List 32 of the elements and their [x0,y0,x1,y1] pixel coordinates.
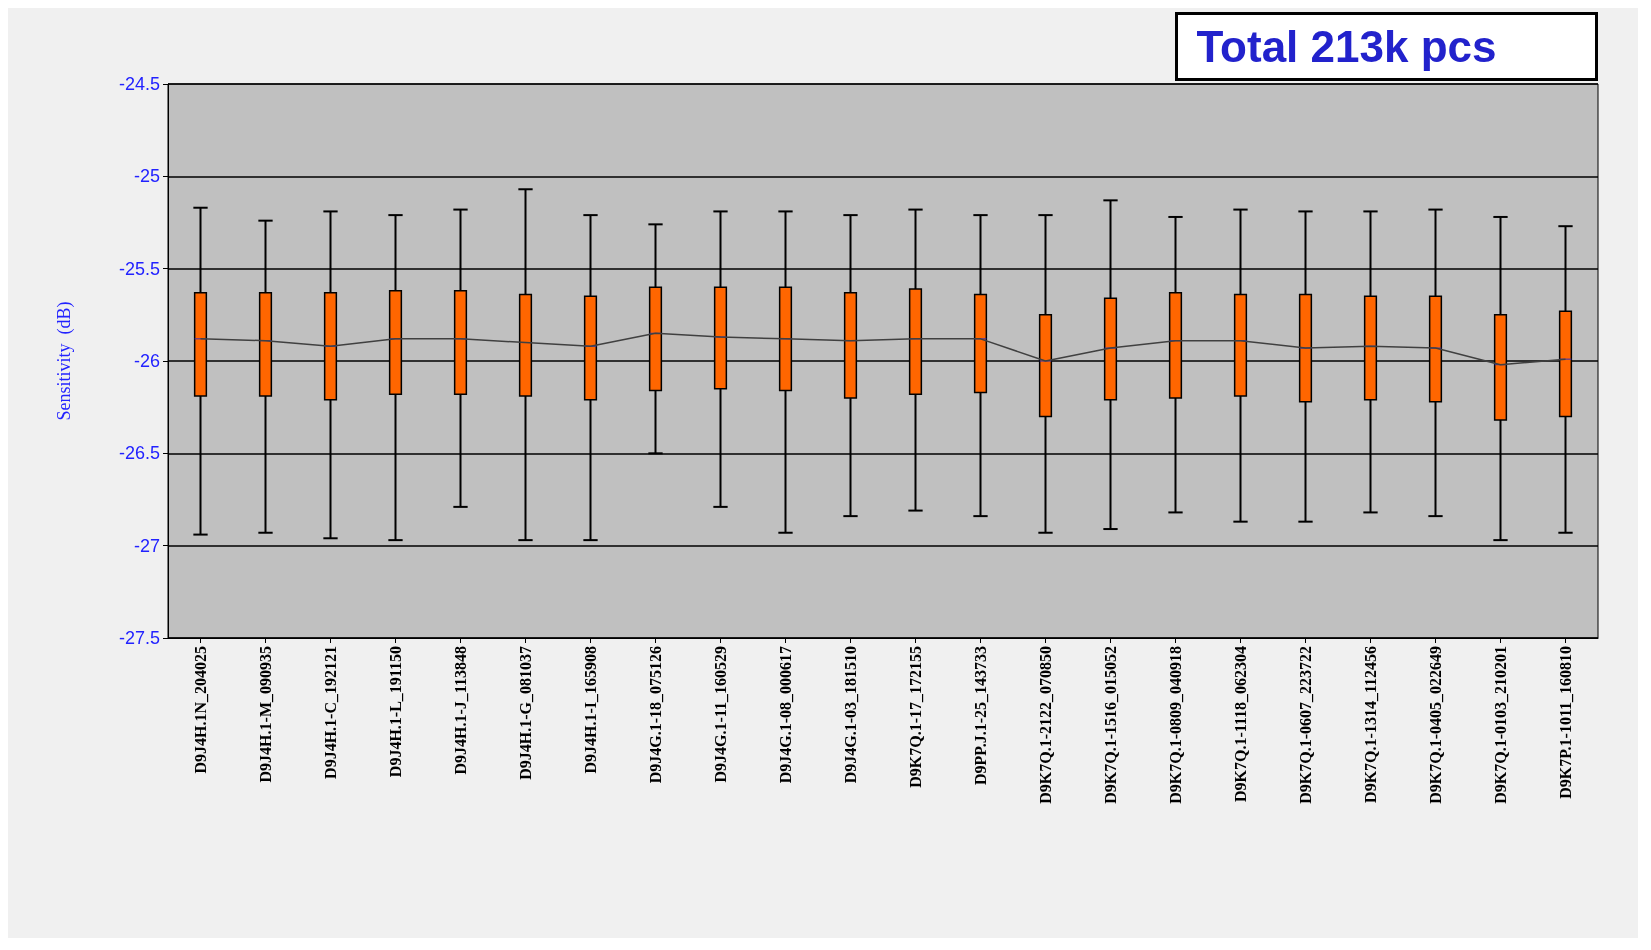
x-tick-label: D9K7Q.1-1516_015052 [1102,646,1119,804]
x-tick-label: D9J4H.1N_204025 [192,646,209,774]
x-tick-label: D9K7Q.1-17_172155 [907,646,924,788]
x-tick-label: D9J4H.1-M_090935 [257,646,274,783]
y-tick-label: -26.5 [118,443,160,464]
x-tick-label: D9J4G.1-03_181510 [842,646,859,784]
line-series [199,332,1567,366]
y-tick-label: -25 [133,166,160,187]
y-tick-label: -27.5 [118,628,160,648]
x-tick-label: D9PP.J.1-25_143733 [972,646,989,785]
y-tick-label: -25.5 [118,258,160,279]
x-tick-label: D9K7Q.1-0809_040918 [1167,646,1184,804]
x-tick-label: D9K7Q.1-1118_062304 [1232,646,1249,803]
y-tick-label: -27 [133,535,160,556]
x-tick-label: D9K7Q.1-0607_223722 [1297,646,1314,804]
x-tick-label: D9K7Q.1-2122_070850 [1037,646,1054,804]
y-tick-label: -26 [133,351,160,371]
x-tick-label: D9J4H.1-G_081037 [517,646,534,780]
x-tick-label: D9J4G.1-11_160529 [712,646,729,783]
x-tick-label: D9J4H.1-L_191150 [387,646,404,778]
x-tick-label: D9J4H.1-C_192121 [322,646,339,779]
x-tick-label: D9J4H.1-I_165908 [582,646,599,774]
x-tick-label: D9J4G.1-08_000617 [777,646,794,784]
text: Total 213k pcs [1196,22,1497,71]
x-tick-label: D9J4H.1-J_113848 [452,646,469,775]
x-tick-label: D9K7Q.1-1314_112456 [1362,646,1379,803]
x-tick-label: D9K7Q.1-0405_022649 [1427,646,1444,804]
x-tick-label: D9K7Q.1-0103_210201 [1492,646,1509,804]
x-tick-label: D9J4G.1-18_075126 [647,646,664,784]
y-tick-label: -24.5 [118,74,160,94]
y-axis-title: Sensitivity (dB) [54,301,75,421]
x-tick-label: D9K7P.1-1011_160810 [1557,646,1574,799]
